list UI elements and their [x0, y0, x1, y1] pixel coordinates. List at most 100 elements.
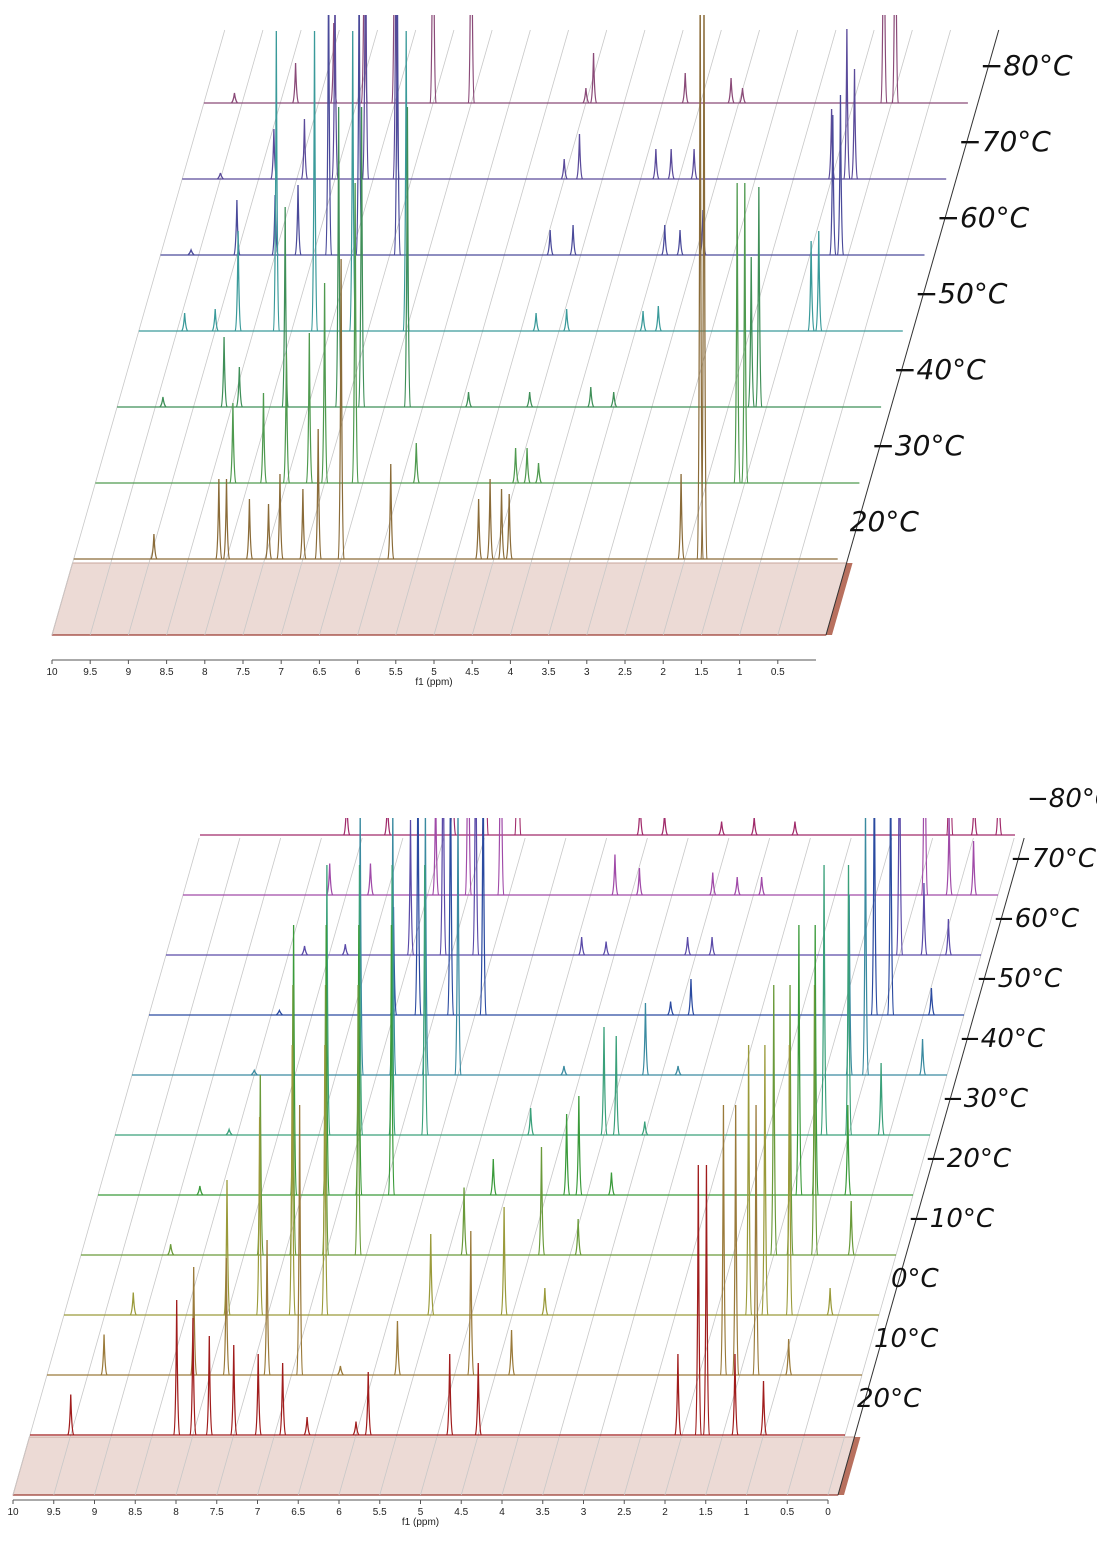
peak	[738, 87, 747, 104]
peak	[230, 92, 238, 104]
x-tick-label: 5	[418, 1507, 424, 1518]
peak	[403, 106, 412, 408]
peak	[607, 1172, 616, 1196]
peak	[354, 984, 362, 1256]
peak	[229, 402, 237, 484]
grid-line	[420, 837, 608, 1496]
grid-line	[357, 29, 531, 636]
peak	[225, 1127, 233, 1136]
peak	[836, 94, 845, 256]
peak	[700, 15, 708, 560]
peak	[560, 1065, 568, 1076]
peak	[187, 247, 195, 256]
peak	[755, 186, 763, 408]
grid-line	[379, 837, 567, 1496]
grid-line	[338, 837, 526, 1496]
peak	[406, 819, 415, 956]
peak	[497, 818, 505, 896]
peak	[474, 1362, 482, 1436]
peak	[758, 876, 766, 896]
peak	[546, 229, 554, 256]
peak	[575, 1095, 583, 1196]
grid-line	[175, 837, 363, 1496]
series-label: 10°C	[874, 1324, 939, 1354]
floor-edge	[838, 1437, 861, 1495]
plot-area	[51, 15, 1000, 636]
grid-line	[128, 29, 302, 636]
x-axis-label: f1 (ppm)	[415, 677, 452, 688]
x-tick-label: 6	[336, 1507, 342, 1518]
peak	[222, 478, 231, 560]
x-tick-label: 8.5	[160, 667, 174, 678]
grid-line	[460, 837, 648, 1496]
peak	[512, 447, 520, 484]
peak	[303, 1416, 311, 1436]
peak	[500, 1206, 508, 1316]
peak	[223, 1179, 231, 1316]
peak	[464, 818, 472, 896]
series-label: −20°C	[925, 1144, 1012, 1174]
peak	[296, 1104, 304, 1376]
x-tick-label: 10	[46, 667, 58, 678]
peak	[489, 1158, 497, 1196]
peak	[574, 1218, 582, 1256]
peak	[639, 310, 647, 332]
peak	[352, 1421, 360, 1436]
peak	[291, 62, 300, 104]
peak	[770, 984, 778, 1256]
peak	[733, 182, 741, 484]
peak	[245, 498, 254, 560]
peak	[67, 1394, 75, 1436]
peak	[255, 1116, 264, 1316]
floor	[51, 562, 848, 636]
grid-line	[583, 837, 771, 1496]
peak	[575, 133, 584, 180]
peak	[320, 282, 329, 484]
peak	[826, 1287, 834, 1316]
x-tick-label: 6.5	[312, 667, 326, 678]
peak	[995, 818, 1003, 836]
peak	[439, 818, 447, 956]
x-tick-label: 3.5	[542, 667, 556, 678]
grid-line	[662, 29, 837, 636]
peak	[652, 148, 660, 180]
peak	[486, 478, 494, 560]
peak	[196, 1185, 204, 1196]
peak	[167, 1244, 175, 1256]
grid-line	[395, 29, 569, 636]
peak	[467, 15, 475, 104]
peak	[336, 1365, 344, 1376]
peak	[635, 867, 643, 896]
plot-area	[12, 818, 1025, 1496]
peak	[610, 391, 618, 408]
peak	[676, 229, 684, 256]
x-tick-label: 7	[278, 667, 284, 678]
peak	[843, 28, 851, 180]
series-label: 0°C	[891, 1264, 940, 1294]
axis: 10 9.5 9 8.5 8 7.5 7 6.5 6 5.5 5 4.5 4 3.5 3 2.5 2 1.5 1 0.…	[7, 784, 1097, 1528]
x-tick-label: 4	[508, 667, 514, 678]
peak	[895, 818, 904, 956]
peak	[684, 936, 692, 956]
x-tick-label: 9.5	[47, 1507, 61, 1518]
peak	[810, 984, 819, 1256]
x-tick-label: 0	[825, 1507, 831, 1518]
peak	[263, 1239, 271, 1376]
peak	[921, 818, 929, 896]
peak	[505, 493, 513, 560]
peak	[970, 818, 978, 836]
series-label: −10°C	[908, 1204, 995, 1234]
series-label: −40°C	[893, 353, 986, 386]
x-tick-label: 0.5	[771, 667, 785, 678]
peak	[541, 1287, 549, 1316]
peak	[677, 473, 685, 560]
grid-line	[51, 29, 226, 636]
peak	[534, 462, 543, 484]
peak	[702, 1164, 711, 1436]
peak	[331, 15, 339, 180]
peak	[275, 1008, 283, 1016]
series-label: 20°C	[850, 505, 920, 538]
peak	[654, 305, 662, 332]
peak	[744, 1044, 753, 1316]
x-tick-label: 2.5	[618, 667, 632, 678]
